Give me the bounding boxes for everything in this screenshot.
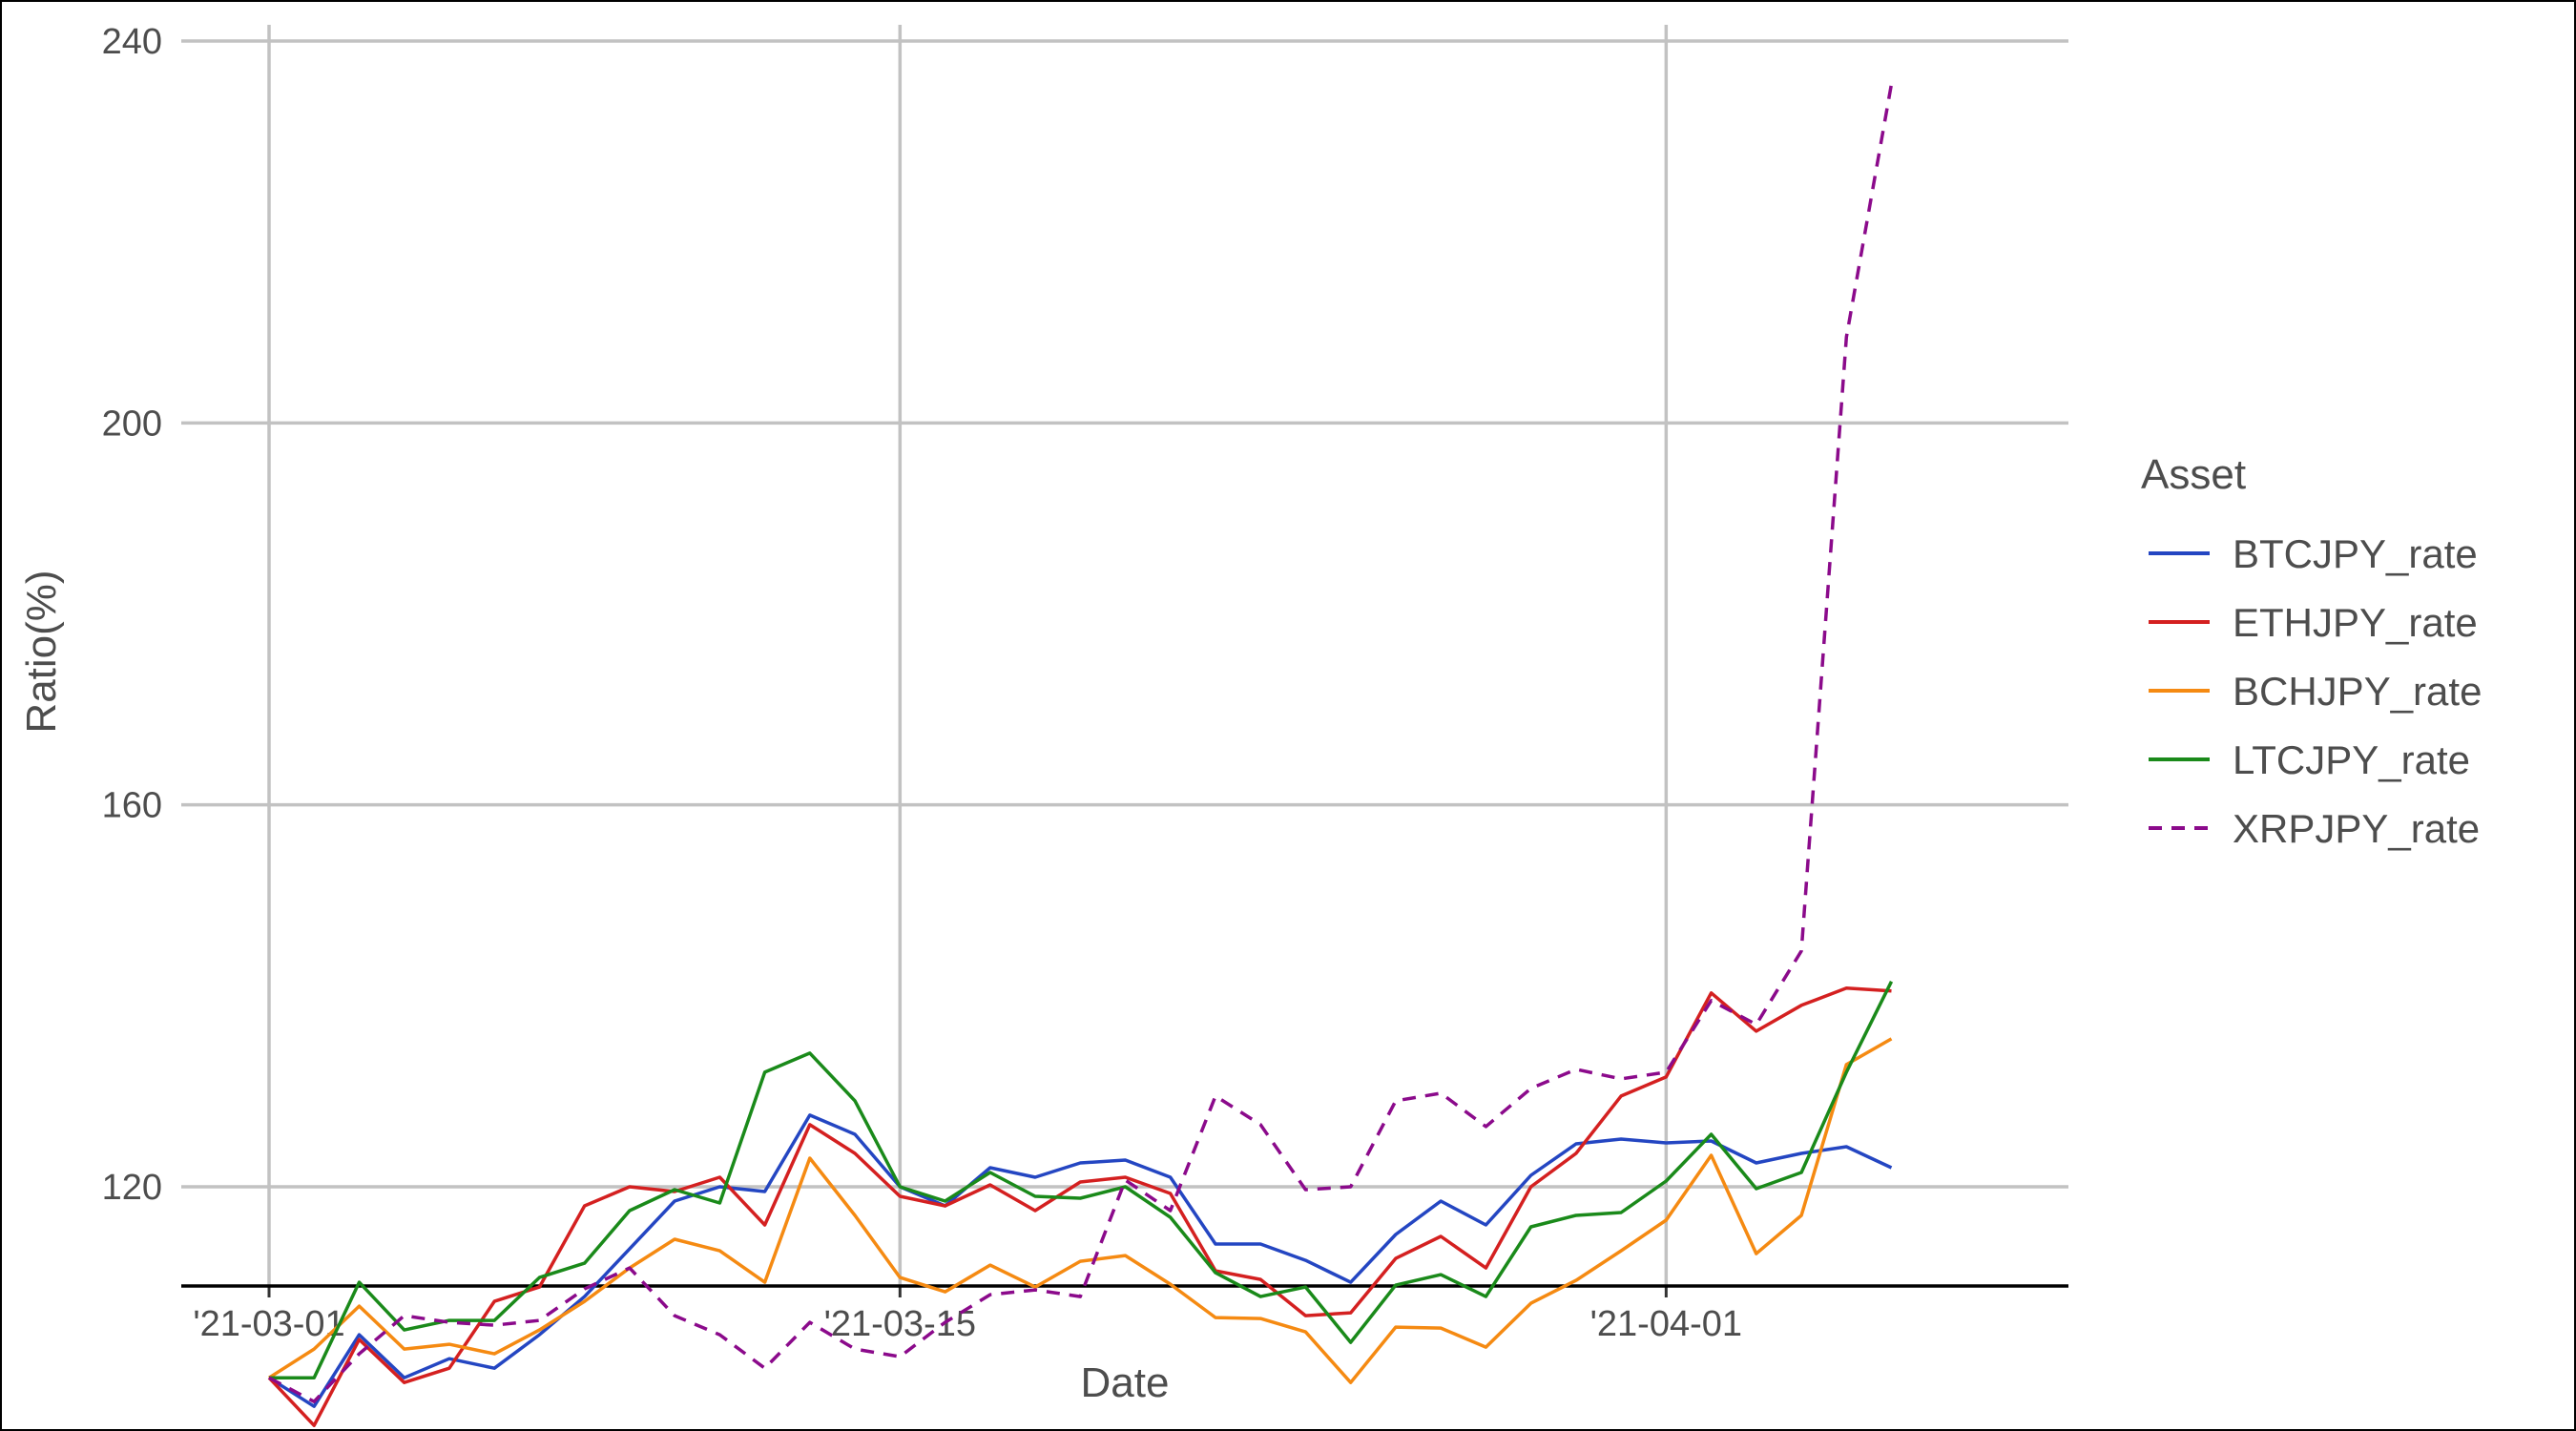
- x-tick-labels: '21-03-01 '21-03-15 '21-04-01: [193, 1304, 1742, 1344]
- y-tick-label-200: 200: [102, 404, 162, 444]
- legend-label-BCHJPY_rate: BCHJPY_rate: [2233, 669, 2482, 714]
- x-gridlines: [267, 25, 1669, 1297]
- legend: Asset BTCJPY_rate ETHJPY_rate BCHJPY_rate L…: [2141, 451, 2482, 851]
- y-tick-label-120: 120: [102, 1168, 162, 1208]
- legend-label-ETHJPY_rate: ETHJPY_rate: [2233, 600, 2478, 645]
- series-line-BTCJPY_rate: [268, 1113, 1893, 1408]
- x-tick-label-2: '21-04-01: [1590, 1304, 1742, 1344]
- legend-items: BTCJPY_rate ETHJPY_rate BCHJPY_rate LTCJPY_…: [2149, 531, 2482, 851]
- series-lines: [267, 83, 1894, 1427]
- legend-label-BTCJPY_rate: BTCJPY_rate: [2233, 531, 2478, 576]
- series-line-LTCJPY_rate: [269, 981, 1894, 1379]
- series-line-ETHJPY_rate: [267, 986, 1892, 1427]
- y-tick-labels: 120 160 200 240: [102, 22, 162, 1208]
- series-line-XRPJPY_rate: [268, 83, 1894, 1403]
- legend-title: Asset: [2141, 451, 2246, 498]
- x-tick-label-1: '21-03-15: [824, 1304, 976, 1344]
- y-axis-title: Ratio(%): [18, 570, 65, 733]
- series-line-BCHJPY_rate: [268, 1037, 1893, 1384]
- legend-label-LTCJPY_rate: LTCJPY_rate: [2233, 737, 2470, 782]
- y-tick-label-160: 160: [102, 786, 162, 826]
- legend-label-XRPJPY_rate: XRPJPY_rate: [2233, 806, 2480, 851]
- x-tick-label-0: '21-03-01: [193, 1304, 344, 1344]
- y-tick-label-240: 240: [102, 22, 162, 62]
- x-axis-title: Date: [1081, 1359, 1170, 1406]
